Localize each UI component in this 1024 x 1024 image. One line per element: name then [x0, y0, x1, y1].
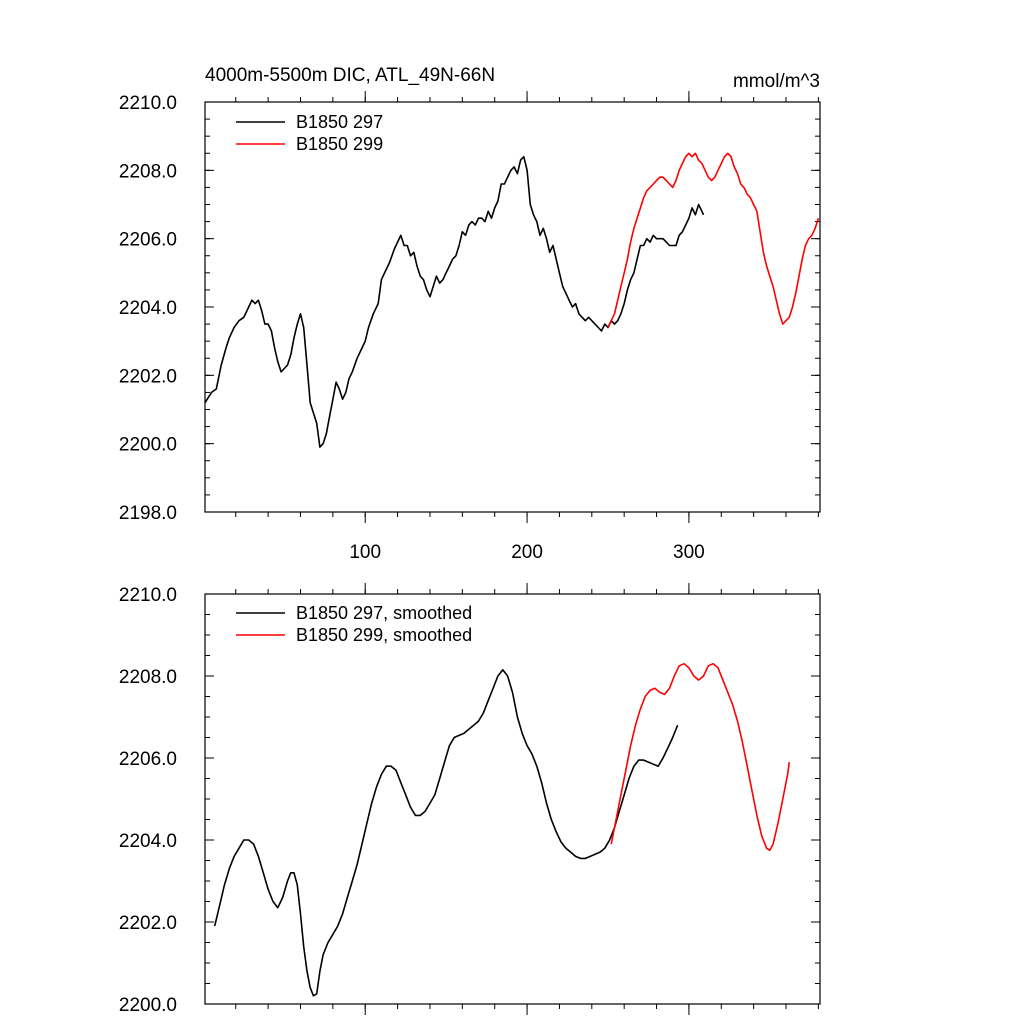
y-tick-label: 2202.0: [119, 913, 177, 934]
legend-label: B1850 299: [296, 134, 383, 154]
series-line-1: [607, 152, 820, 328]
x-tick-label: 200: [511, 542, 543, 563]
y-tick-label: 2208.0: [119, 667, 177, 688]
units-label: mmol/m^3: [733, 71, 820, 92]
y-tick-label: 2200.0: [119, 435, 177, 456]
y-tick-label: 2208.0: [119, 161, 177, 182]
x-tick-label: 100: [349, 542, 381, 563]
legend: B1850 297 B1850 299: [236, 112, 383, 154]
plot-frame: [204, 101, 821, 513]
series-line-1: [610, 662, 791, 852]
y-tick-label: 2210.0: [119, 585, 177, 606]
bottom-panel: 2200.0 2202.0 2204.0 2206.0 2208.0 2210.0 B18…: [119, 583, 821, 1016]
legend-label: B1850 299, smoothed: [296, 625, 472, 645]
y-tick-label: 2206.0: [119, 230, 177, 251]
y-tick-label: 2204.0: [119, 298, 177, 319]
legend-label: B1850 297, smoothed: [296, 603, 472, 623]
plot-frame: [204, 593, 821, 1005]
y-tick-label: 2200.0: [119, 995, 177, 1016]
x-tick-label: 300: [673, 542, 705, 563]
legend-label: B1850 297: [296, 112, 383, 132]
top-panel: 4000m-5500m DIC, ATL_49N-66N mmol/m^3 21…: [119, 65, 821, 563]
panel-title: 4000m-5500m DIC, ATL_49N-66N: [205, 65, 495, 86]
series-line-0: [204, 155, 705, 448]
y-tick-label: 2198.0: [119, 503, 177, 524]
y-tick-label: 2206.0: [119, 749, 177, 770]
y-tick-label: 2202.0: [119, 366, 177, 387]
y-tick-label: 2210.0: [119, 93, 177, 114]
y-tick-label: 2204.0: [119, 831, 177, 852]
legend: B1850 297, smoothed B1850 299, smoothed: [236, 603, 472, 645]
series-line-0: [213, 669, 679, 997]
